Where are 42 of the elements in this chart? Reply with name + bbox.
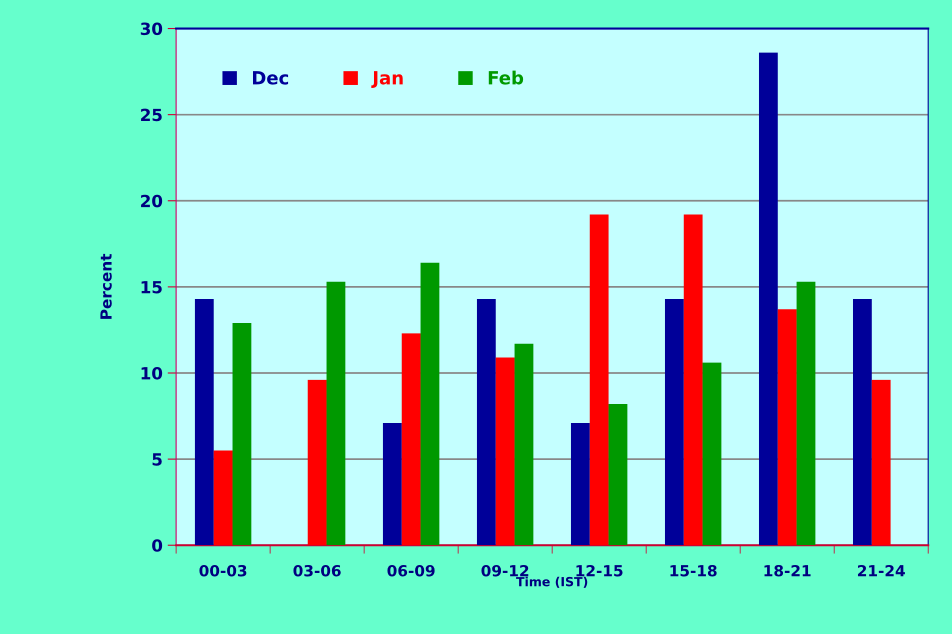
bar xyxy=(590,214,609,546)
bar xyxy=(608,404,628,546)
bar xyxy=(420,262,440,546)
y-tick-label: 0 xyxy=(152,539,162,552)
x-tick-label: 00-03 xyxy=(199,564,246,577)
x-tick-label: 18-21 xyxy=(764,564,811,577)
bar xyxy=(702,362,722,546)
x-tick-label: 03-06 xyxy=(293,564,341,577)
bar xyxy=(570,422,590,546)
bar xyxy=(872,380,891,546)
bar xyxy=(758,52,778,546)
bar xyxy=(326,282,346,546)
bar xyxy=(382,422,402,546)
y-tick-label: 10 xyxy=(142,366,162,380)
y-axis-title: Percent xyxy=(100,254,112,319)
legend-label: Feb xyxy=(488,70,524,85)
x-tick-label: 12-15 xyxy=(576,564,623,577)
legend-label: Jan xyxy=(371,71,403,88)
x-axis-title: Time (IST) xyxy=(516,576,588,588)
y-tick-label: 25 xyxy=(141,108,162,122)
bar xyxy=(308,380,327,546)
bar xyxy=(476,298,496,546)
bar xyxy=(778,309,797,546)
x-tick-label: 06-09 xyxy=(387,564,435,577)
x-tick-label: 15-18 xyxy=(670,564,717,577)
x-tick-label: 21-24 xyxy=(858,564,905,576)
x-tick-label: 09-12 xyxy=(481,564,528,577)
bar xyxy=(402,333,421,546)
bar xyxy=(852,298,872,546)
bar xyxy=(232,323,252,546)
bar xyxy=(194,298,214,546)
bar xyxy=(796,282,816,546)
y-tick-label: 15 xyxy=(142,281,162,294)
y-tick-label: 5 xyxy=(152,453,162,466)
legend-label: Dec xyxy=(253,71,288,85)
y-tick-label: 30 xyxy=(140,22,162,36)
bar xyxy=(514,344,534,546)
bar xyxy=(664,298,684,546)
bar xyxy=(496,358,515,546)
bar xyxy=(214,450,233,546)
y-tick-label: 20 xyxy=(141,194,162,208)
bar xyxy=(684,214,703,546)
